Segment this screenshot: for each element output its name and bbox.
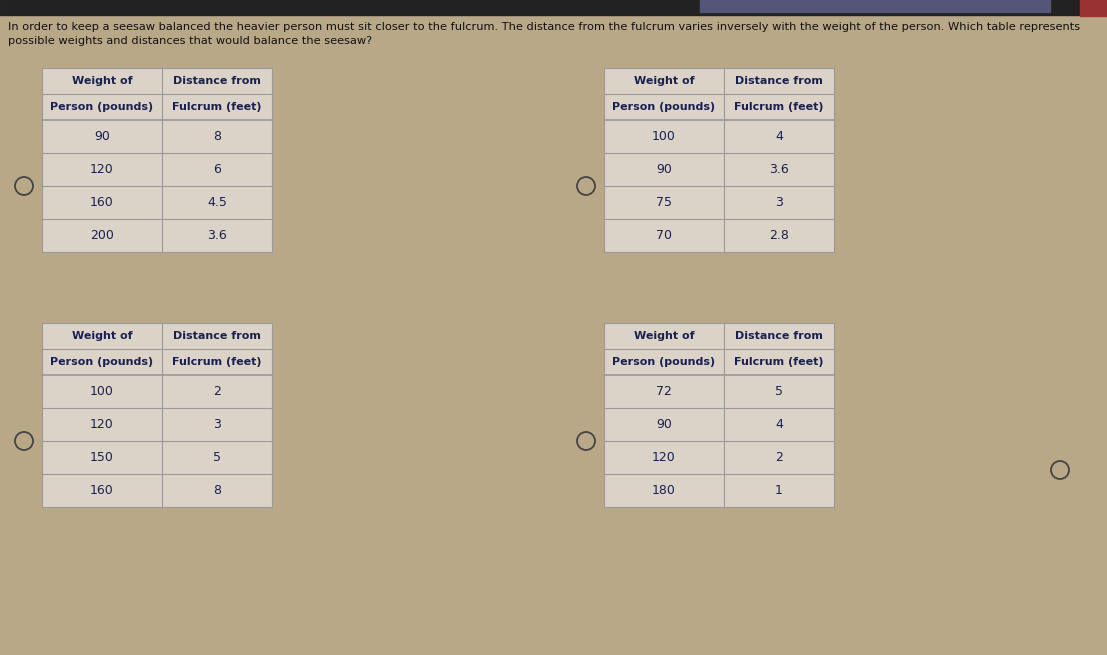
Bar: [1080, 0, 1107, 16]
Text: 2: 2: [775, 451, 783, 464]
Text: 100: 100: [90, 385, 114, 398]
Bar: [42, 323, 272, 507]
Text: 100: 100: [652, 130, 676, 143]
Text: 2: 2: [213, 385, 221, 398]
Text: Weight of: Weight of: [72, 76, 133, 86]
Text: 150: 150: [90, 451, 114, 464]
Text: 90: 90: [94, 130, 110, 143]
Text: Fulcrum (feet): Fulcrum (feet): [173, 357, 261, 367]
Text: 5: 5: [213, 451, 221, 464]
Text: 4: 4: [775, 130, 783, 143]
Text: 90: 90: [656, 418, 672, 431]
Text: In order to keep a seesaw balanced the heavier person must sit closer to the ful: In order to keep a seesaw balanced the h…: [8, 22, 1080, 32]
Text: 4: 4: [775, 418, 783, 431]
Text: Fulcrum (feet): Fulcrum (feet): [734, 102, 824, 112]
Text: 160: 160: [90, 196, 114, 209]
Text: 3: 3: [775, 196, 783, 209]
Text: Distance from: Distance from: [173, 331, 261, 341]
Text: 3: 3: [213, 418, 221, 431]
Text: 120: 120: [90, 163, 114, 176]
Text: 8: 8: [213, 130, 221, 143]
Text: Distance from: Distance from: [173, 76, 261, 86]
Text: 160: 160: [90, 484, 114, 497]
Text: 3.6: 3.6: [207, 229, 227, 242]
Bar: [42, 68, 272, 252]
Bar: [604, 323, 834, 507]
Text: 70: 70: [656, 229, 672, 242]
Text: Person (pounds): Person (pounds): [51, 102, 154, 112]
Text: 90: 90: [656, 163, 672, 176]
Text: 200: 200: [90, 229, 114, 242]
Text: 4.5: 4.5: [207, 196, 227, 209]
Text: 75: 75: [656, 196, 672, 209]
Text: Distance from: Distance from: [735, 76, 823, 86]
Text: Weight of: Weight of: [633, 76, 694, 86]
Text: possible weights and distances that would balance the seesaw?: possible weights and distances that woul…: [8, 36, 372, 46]
Text: 72: 72: [656, 385, 672, 398]
Text: 8: 8: [213, 484, 221, 497]
Text: 5: 5: [775, 385, 783, 398]
Text: Fulcrum (feet): Fulcrum (feet): [173, 102, 261, 112]
Text: 120: 120: [652, 451, 676, 464]
Text: Person (pounds): Person (pounds): [612, 357, 715, 367]
Text: 120: 120: [90, 418, 114, 431]
Text: Person (pounds): Person (pounds): [51, 357, 154, 367]
Bar: [700, 0, 1051, 12]
Text: 6: 6: [213, 163, 221, 176]
Bar: [604, 68, 834, 252]
Text: 1: 1: [775, 484, 783, 497]
Bar: [0, 0, 1107, 15]
Text: Weight of: Weight of: [72, 331, 133, 341]
Text: Fulcrum (feet): Fulcrum (feet): [734, 357, 824, 367]
Text: 2.8: 2.8: [769, 229, 789, 242]
Text: 180: 180: [652, 484, 676, 497]
Text: Weight of: Weight of: [633, 331, 694, 341]
Text: Distance from: Distance from: [735, 331, 823, 341]
Text: 3.6: 3.6: [769, 163, 789, 176]
Text: Person (pounds): Person (pounds): [612, 102, 715, 112]
